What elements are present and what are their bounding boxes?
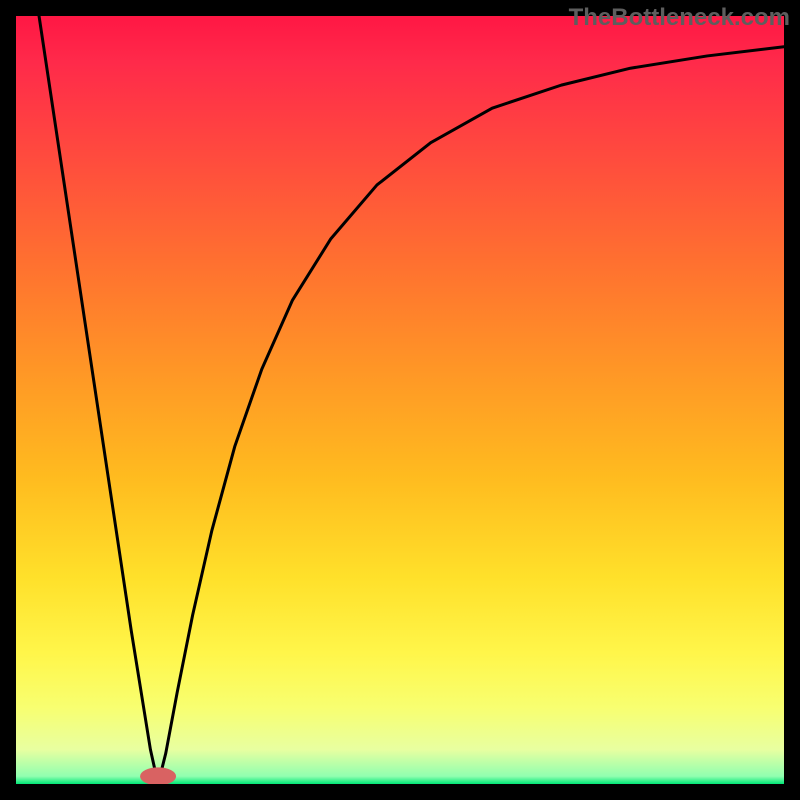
gradient-background: [16, 16, 784, 784]
watermark-text: TheBottleneck.com: [569, 4, 790, 32]
chart-svg: [0, 0, 800, 800]
bottleneck-chart-container: TheBottleneck.com: [0, 0, 800, 800]
optimum-marker: [140, 767, 176, 785]
